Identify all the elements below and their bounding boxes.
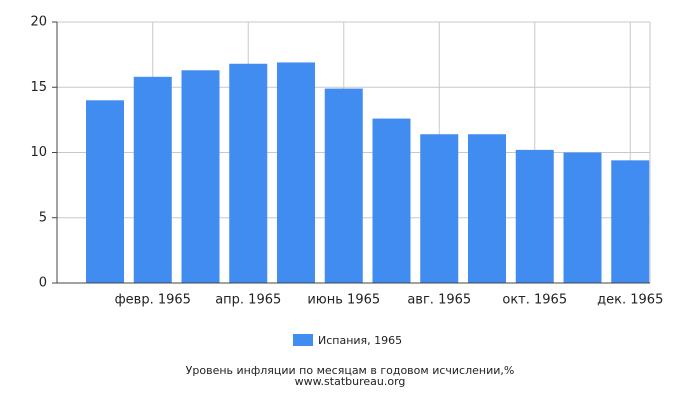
footer-text: Уровень инфляции по месяцам в годовом ис… [186,364,515,377]
bar [181,70,220,283]
bar [372,118,411,283]
x-tick-label: окт. 1965 [502,293,567,308]
bar [563,152,602,283]
legend-swatch [293,334,313,346]
x-tick-label: авг. 1965 [407,293,471,308]
bar [324,88,363,284]
bar [133,76,172,283]
y-tick-label: 20 [30,15,47,30]
x-tick-label: апр. 1965 [215,293,281,308]
legend-label: Испания, 1965 [318,334,402,347]
y-tick-label: 10 [30,145,47,160]
y-tick-label: 15 [30,80,47,95]
bar [468,134,506,283]
y-tick-label: 5 [39,210,47,225]
footer-text: www.statbureau.org [295,375,406,388]
bar [420,134,459,283]
x-tick-label: дек. 1965 [597,293,663,308]
x-tick-label: июнь 1965 [307,293,380,308]
bar [277,62,315,283]
x-tick-label: февр. 1965 [115,293,191,308]
bar [611,160,650,283]
y-tick-label: 0 [39,276,47,291]
bar [229,63,268,284]
bar [515,149,554,283]
bar [86,100,124,283]
